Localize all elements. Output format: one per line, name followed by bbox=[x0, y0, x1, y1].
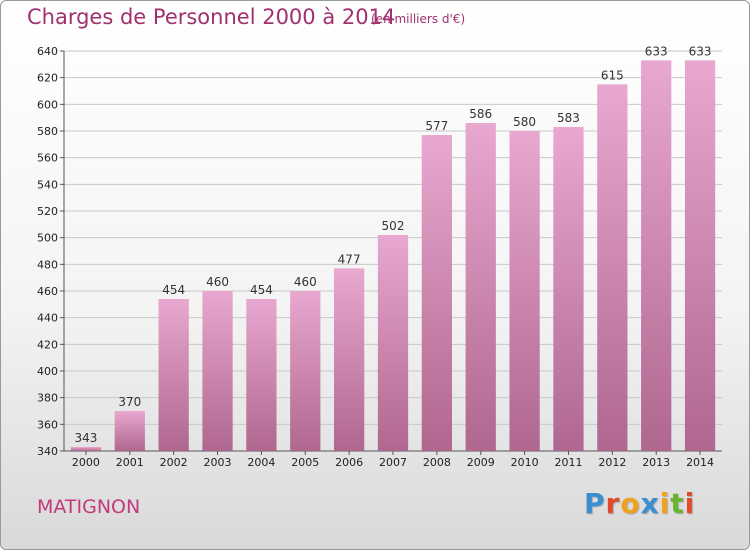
value-label: 580 bbox=[513, 115, 536, 129]
x-tick-label: 2000 bbox=[72, 456, 100, 469]
x-tick-label: 2001 bbox=[116, 456, 144, 469]
value-label: 583 bbox=[557, 111, 580, 125]
bar bbox=[114, 411, 145, 451]
bar bbox=[465, 123, 496, 451]
y-tick-label: 340 bbox=[37, 445, 58, 458]
y-tick-label: 520 bbox=[37, 205, 58, 218]
y-tick-label: 440 bbox=[37, 312, 58, 325]
y-tick-label: 420 bbox=[37, 338, 58, 351]
value-label: 633 bbox=[645, 44, 668, 58]
chart-unit: (en milliers d'€) bbox=[371, 12, 466, 26]
value-label: 633 bbox=[689, 44, 712, 58]
y-tick-label: 580 bbox=[37, 125, 58, 138]
bar bbox=[246, 299, 277, 451]
x-tick-label: 2004 bbox=[247, 456, 275, 469]
bar bbox=[597, 84, 628, 451]
value-label: 370 bbox=[118, 395, 141, 409]
bar bbox=[333, 268, 365, 451]
bar bbox=[509, 131, 540, 451]
value-label: 460 bbox=[206, 275, 229, 289]
value-label: 586 bbox=[469, 107, 492, 121]
value-label: 454 bbox=[250, 283, 273, 297]
x-tick-label: 2011 bbox=[554, 456, 582, 469]
bar bbox=[377, 235, 409, 451]
proxiti-logo: Proxiti bbox=[584, 487, 695, 520]
logo-letter: x bbox=[640, 487, 660, 520]
bars bbox=[70, 60, 716, 451]
y-tick-label: 480 bbox=[37, 258, 58, 271]
chart-title: Charges de Personnel 2000 à 2014 bbox=[27, 5, 396, 29]
commune-name: MATIGNON bbox=[37, 496, 141, 518]
value-label: 477 bbox=[338, 252, 361, 266]
y-tick-label: 540 bbox=[37, 178, 58, 191]
x-tick-label: 2007 bbox=[379, 456, 407, 469]
bar bbox=[290, 291, 321, 451]
x-tick-label: 2008 bbox=[423, 456, 451, 469]
x-tick-label: 2005 bbox=[291, 456, 319, 469]
y-tick-label: 560 bbox=[37, 152, 58, 165]
bar bbox=[641, 60, 672, 451]
y-tick-label: 380 bbox=[37, 392, 58, 405]
x-tick-label: 2010 bbox=[511, 456, 539, 469]
value-label: 454 bbox=[162, 283, 185, 297]
x-tick-label: 2013 bbox=[642, 456, 670, 469]
bar bbox=[158, 299, 189, 451]
logo-letter: o bbox=[620, 487, 641, 520]
value-label: 577 bbox=[425, 119, 448, 133]
logo-letter: i bbox=[659, 487, 671, 520]
bar bbox=[202, 291, 233, 451]
y-tick-label: 620 bbox=[37, 72, 58, 85]
x-tick-label: 2002 bbox=[160, 456, 188, 469]
y-tick-label: 500 bbox=[37, 232, 58, 245]
logo-letter: r bbox=[605, 487, 621, 520]
value-labels: 343 370 454 460 454 460 477 502 577 586 580 583 615 6… bbox=[74, 44, 711, 445]
y-tick-label: 640 bbox=[37, 45, 58, 58]
value-label: 460 bbox=[294, 275, 317, 289]
x-tick-label: 2009 bbox=[467, 456, 495, 469]
bar bbox=[553, 127, 584, 451]
x-tick-label: 2014 bbox=[686, 456, 714, 469]
value-label: 343 bbox=[74, 431, 97, 445]
x-tick-label: 2006 bbox=[335, 456, 363, 469]
logo-letter: P bbox=[584, 487, 606, 520]
x-tick-label: 2012 bbox=[598, 456, 626, 469]
logo-letter: i bbox=[684, 487, 696, 520]
bar bbox=[70, 447, 102, 451]
x-tick-labels: 2000 2001 2002 2003 2004 2005 2006 2007 2008 2009… bbox=[72, 456, 714, 469]
x-tick-label: 2003 bbox=[204, 456, 232, 469]
y-tick-labels: 340 360 380 400 420 440 460 480 500 520 540 560 580 6… bbox=[37, 45, 58, 458]
y-tick-label: 460 bbox=[37, 285, 58, 298]
y-tick-label: 360 bbox=[37, 418, 58, 431]
value-label: 502 bbox=[382, 219, 405, 233]
y-tick-label: 400 bbox=[37, 365, 58, 378]
bar bbox=[421, 135, 453, 451]
y-tick-label: 600 bbox=[37, 98, 58, 111]
logo-letter: t bbox=[670, 487, 685, 520]
value-label: 615 bbox=[601, 68, 624, 82]
bar bbox=[684, 60, 716, 451]
